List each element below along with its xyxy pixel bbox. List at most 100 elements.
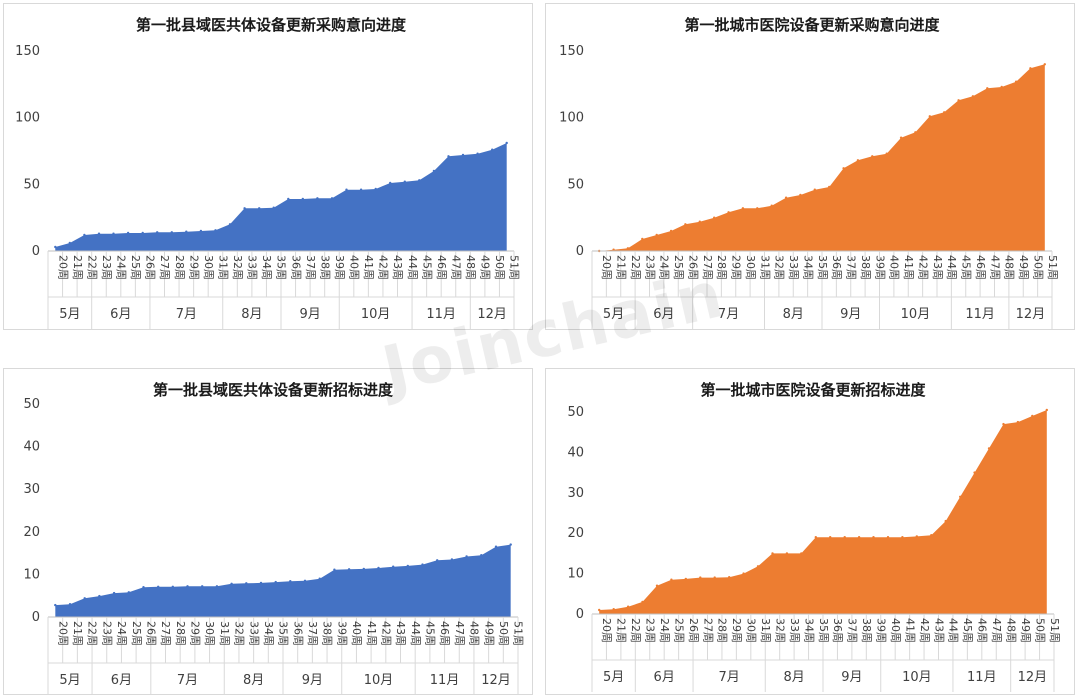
data-point xyxy=(157,585,160,588)
x-week-label: 21周 xyxy=(615,618,628,643)
x-week-label: 49周 xyxy=(1017,255,1030,280)
x-week-label: 38周 xyxy=(321,621,334,646)
x-week-label: 36周 xyxy=(831,618,844,643)
data-point xyxy=(303,579,307,582)
data-point xyxy=(418,179,421,182)
data-point xyxy=(112,232,115,235)
data-point xyxy=(258,207,261,210)
data-point xyxy=(126,231,130,235)
x-week-label: 31周 xyxy=(218,621,231,646)
x-week-label: 35周 xyxy=(275,255,288,280)
x-month-label: 8月 xyxy=(243,673,264,688)
y-tick-label: 150 xyxy=(15,44,40,59)
x-week-label: 31周 xyxy=(216,255,229,280)
data-point xyxy=(741,207,745,210)
data-point xyxy=(345,188,348,191)
data-point xyxy=(68,603,72,606)
x-week-label: 26周 xyxy=(686,255,699,280)
data-point xyxy=(141,231,144,235)
x-week-label: 45周 xyxy=(420,255,433,280)
data-point xyxy=(491,148,494,151)
data-point xyxy=(377,566,380,570)
data-point xyxy=(843,536,846,539)
x-month-label: 6月 xyxy=(654,670,675,685)
data-point xyxy=(799,193,802,197)
data-point xyxy=(598,608,601,612)
chart-city-purchase-intent: 第一批城市医院设备更新采购意向进度 0 50 100 150 20周 21周 22周 23周 24… xyxy=(559,16,1059,329)
data-point xyxy=(83,597,86,600)
data-point xyxy=(655,233,658,237)
x-week-label: 46周 xyxy=(974,255,987,280)
x-month-label: 12月 xyxy=(481,673,511,688)
x-week-label: 29周 xyxy=(730,618,743,643)
x-week-label: 50周 xyxy=(493,255,506,280)
x-month-label: 11月 xyxy=(967,670,997,685)
x-month-label: 11月 xyxy=(430,673,460,688)
data-point xyxy=(228,223,232,226)
x-week-label: 41周 xyxy=(903,618,916,643)
x-week-label: 23周 xyxy=(100,255,113,280)
data-point xyxy=(389,181,392,185)
x-week-label: 32周 xyxy=(773,618,786,643)
x-week-label: 34周 xyxy=(260,255,273,280)
y-tick-label: 0 xyxy=(32,244,40,259)
x-month-label: 10月 xyxy=(901,307,931,322)
x-week-label: 37周 xyxy=(845,255,858,280)
x-week-label: 50周 xyxy=(497,621,510,646)
chart-panel-city-tender: 第一批城市医院设备更新招标进度 0 10 20 30 40 50 20周 21周 22周 23周 24… xyxy=(545,368,1075,695)
y-tick-label: 20 xyxy=(567,526,584,541)
x-week-label: 37周 xyxy=(846,618,859,643)
x-week-label: 32周 xyxy=(233,621,246,646)
x-week-label: 38周 xyxy=(859,255,872,280)
data-point xyxy=(289,580,292,583)
data-point xyxy=(186,585,189,588)
data-point xyxy=(641,600,644,604)
x-month-label: 9月 xyxy=(840,307,861,322)
data-point xyxy=(127,591,130,594)
x-week-label: 50周 xyxy=(1031,255,1044,280)
chart-panel-city-purchase-intent: 第一批城市医院设备更新采购意向进度 0 50 100 150 20周 21周 22周 23周 24… xyxy=(545,3,1075,330)
x-month-label: 12月 xyxy=(477,307,507,322)
data-point xyxy=(359,188,363,191)
y-tick-label: 0 xyxy=(576,244,584,259)
x-week-label: 43周 xyxy=(931,255,944,280)
x-week-label: 44周 xyxy=(409,621,422,646)
x-week-label: 42周 xyxy=(379,621,392,646)
x-month-label: 5月 xyxy=(603,307,624,322)
x-week-label: 32周 xyxy=(231,255,244,280)
x-month-label: 10月 xyxy=(364,673,394,688)
x-month-label: 7月 xyxy=(719,670,740,685)
x-month-label: 12月 xyxy=(1016,307,1046,322)
data-point xyxy=(287,197,290,201)
data-point xyxy=(713,576,716,579)
data-point xyxy=(316,197,319,200)
chart-title: 第一批城市医院设备更新招标进度 xyxy=(700,381,926,399)
data-point xyxy=(885,152,888,155)
y-tick-label: 40 xyxy=(23,440,40,455)
data-point xyxy=(199,229,203,233)
x-week-label: 27周 xyxy=(158,255,171,280)
data-point xyxy=(1043,63,1046,66)
data-point xyxy=(436,559,439,562)
data-point xyxy=(784,196,788,199)
data-point xyxy=(480,554,483,557)
x-week-label: 26周 xyxy=(687,618,700,643)
x-week-label: 43周 xyxy=(391,255,404,280)
x-week-label: 47周 xyxy=(453,621,466,646)
x-week-label: 47周 xyxy=(988,255,1001,280)
data-point xyxy=(684,223,687,226)
x-week-label: 40周 xyxy=(888,255,901,280)
x-week-label: 37周 xyxy=(306,621,319,646)
data-point xyxy=(684,577,687,581)
x-week-label: 31周 xyxy=(759,618,772,643)
x-week-label: 51周 xyxy=(1048,618,1061,643)
data-point xyxy=(829,536,832,539)
data-point xyxy=(171,585,174,588)
area-series xyxy=(55,143,507,251)
x-week-label: 25周 xyxy=(672,618,685,643)
x-week-label: 38周 xyxy=(860,618,873,643)
x-month-label: 6月 xyxy=(111,673,132,688)
x-week-label: 20周 xyxy=(600,255,613,280)
data-point xyxy=(1016,420,1020,424)
